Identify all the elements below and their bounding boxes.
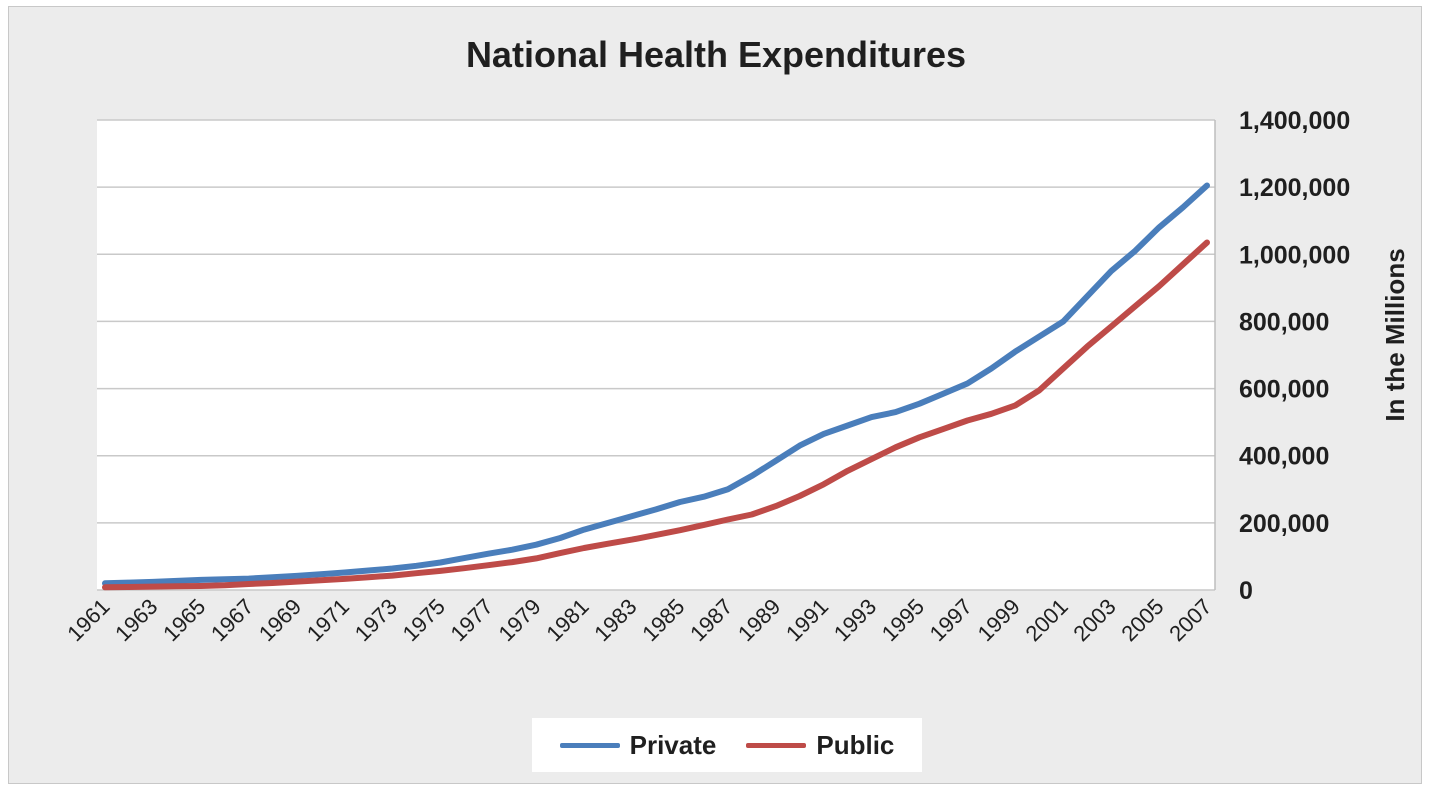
x-tick-label: 1989 [733,594,785,646]
x-tick-label: 1965 [158,594,210,646]
legend-item-public: Public [746,730,894,761]
x-tick-label: 2007 [1164,594,1216,646]
y-tick-label: 400,000 [1239,443,1329,471]
x-tick-label: 1973 [350,594,402,646]
x-tick-label: 1981 [541,594,593,646]
x-tick-label: 1977 [446,594,498,646]
legend-item-private: Private [559,729,717,761]
x-tick-label: 1999 [973,594,1025,646]
x-tick-label: 1997 [925,594,977,646]
legend: Private Public [532,718,922,772]
x-tick-label: 1979 [493,594,545,646]
x-tick-label: 2005 [1116,594,1168,646]
x-axis: 1961196319651967196919711973197519771979… [62,594,1216,646]
x-tick-label: 1985 [637,594,689,646]
y-axis-label: In the Millions [1380,248,1410,421]
x-tick-label: 1963 [110,594,162,646]
y-tick-label: 800,000 [1239,308,1329,336]
x-tick-label: 1967 [206,594,258,646]
x-tick-label: 1971 [302,594,354,646]
x-tick-label: 1987 [685,594,737,646]
series-lines [102,182,1210,591]
legend-label-private: Private [629,729,717,760]
y-tick-label: 600,000 [1239,376,1329,404]
x-tick-label: 1961 [62,594,114,646]
y-tick-label: 200,000 [1239,510,1329,538]
y-tick-label: 1,200,000 [1239,174,1350,202]
y-tick-label: 1,400,000 [1239,107,1350,135]
x-tick-label: 1975 [398,594,450,646]
x-tick-label: 1991 [781,594,833,646]
x-tick-label: 2003 [1068,594,1120,646]
x-tick-label: 1993 [829,594,881,646]
series-line-private [102,182,1210,587]
plot-area [97,120,1215,590]
y-tick-label: 0 [1239,577,1253,605]
legend-swatch-public [746,742,807,748]
legend-swatch-private [559,742,620,748]
y-axis: 0 200,000 400,000 600,000 800,000 1,000,000 1,… [1239,107,1350,605]
x-tick-label: 2001 [1021,594,1073,646]
series-line-public [102,239,1210,591]
x-tick-label: 1983 [589,594,641,646]
x-tick-label: 1969 [254,594,306,646]
gridlines [97,119,1216,591]
y-tick-label: 1,000,000 [1239,241,1350,269]
legend-label-public: Public [816,729,895,760]
x-tick-label: 1995 [877,594,929,646]
chart-title: National Health Expenditures [465,34,967,75]
